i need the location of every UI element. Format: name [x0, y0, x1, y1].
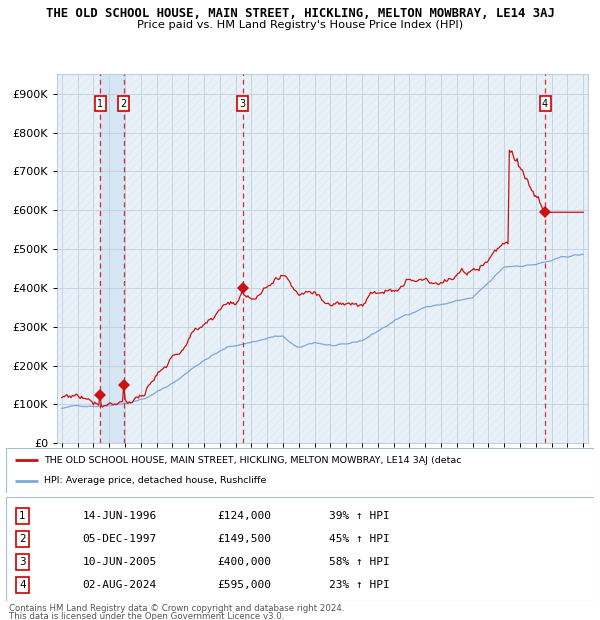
Text: £124,000: £124,000 — [218, 511, 272, 521]
Text: This data is licensed under the Open Government Licence v3.0.: This data is licensed under the Open Gov… — [9, 612, 284, 620]
Text: 45% ↑ HPI: 45% ↑ HPI — [329, 534, 390, 544]
Text: Contains HM Land Registry data © Crown copyright and database right 2024.: Contains HM Land Registry data © Crown c… — [9, 604, 344, 613]
Text: 05-DEC-1997: 05-DEC-1997 — [82, 534, 157, 544]
Text: 58% ↑ HPI: 58% ↑ HPI — [329, 557, 390, 567]
Text: THE OLD SCHOOL HOUSE, MAIN STREET, HICKLING, MELTON MOWBRAY, LE14 3AJ: THE OLD SCHOOL HOUSE, MAIN STREET, HICKL… — [46, 7, 554, 20]
Text: HPI: Average price, detached house, Rushcliffe: HPI: Average price, detached house, Rush… — [44, 476, 266, 485]
Text: 10-JUN-2005: 10-JUN-2005 — [82, 557, 157, 567]
Text: 1: 1 — [19, 511, 26, 521]
Text: 2: 2 — [19, 534, 26, 544]
Text: 3: 3 — [239, 99, 245, 108]
Text: 1: 1 — [97, 99, 104, 108]
Text: 4: 4 — [542, 99, 548, 108]
Text: THE OLD SCHOOL HOUSE, MAIN STREET, HICKLING, MELTON MOWBRAY, LE14 3AJ (detac: THE OLD SCHOOL HOUSE, MAIN STREET, HICKL… — [44, 456, 462, 465]
Text: £595,000: £595,000 — [218, 580, 272, 590]
Text: £400,000: £400,000 — [218, 557, 272, 567]
Text: 39% ↑ HPI: 39% ↑ HPI — [329, 511, 390, 521]
Text: 02-AUG-2024: 02-AUG-2024 — [82, 580, 157, 590]
Text: £149,500: £149,500 — [218, 534, 272, 544]
Text: 23% ↑ HPI: 23% ↑ HPI — [329, 580, 390, 590]
Text: 2: 2 — [121, 99, 127, 108]
Text: Price paid vs. HM Land Registry's House Price Index (HPI): Price paid vs. HM Land Registry's House … — [137, 20, 463, 30]
Text: 3: 3 — [19, 557, 26, 567]
Text: 4: 4 — [19, 580, 26, 590]
Text: 14-JUN-1996: 14-JUN-1996 — [82, 511, 157, 521]
